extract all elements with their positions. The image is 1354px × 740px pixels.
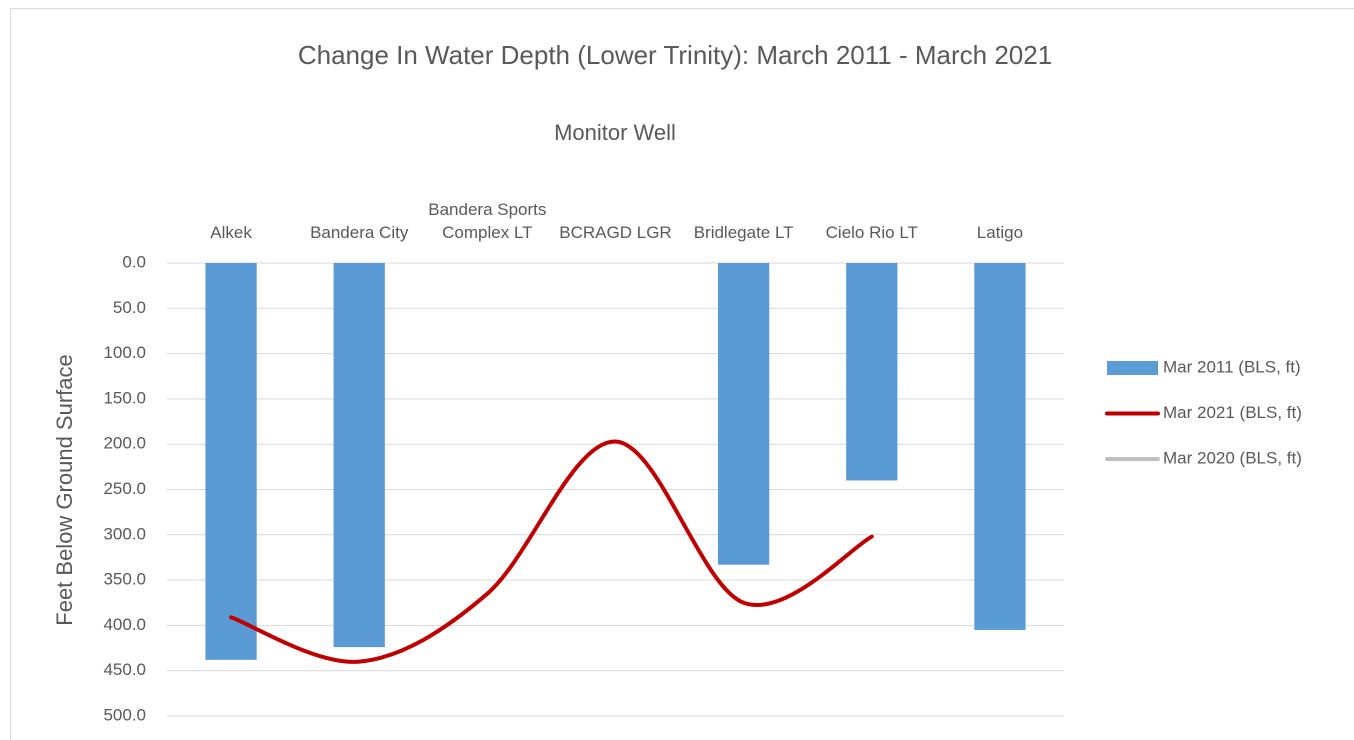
legend-swatch bbox=[1107, 361, 1158, 375]
bar bbox=[333, 263, 385, 648]
y-tick-label: 200.0 bbox=[103, 434, 146, 453]
y-tick-label: 400.0 bbox=[103, 615, 146, 634]
legend-label: Mar 2011 (BLS, ft) bbox=[1163, 357, 1301, 376]
chart-border bbox=[10, 8, 1354, 740]
x-tick-label: Alkek bbox=[210, 223, 252, 242]
x-tick-label: Cielo Rio LT bbox=[825, 223, 918, 242]
y-tick-label: 250.0 bbox=[103, 479, 146, 498]
x-tick-label: Latigo bbox=[976, 223, 1024, 242]
bar bbox=[718, 263, 770, 565]
y-tick-label: 150.0 bbox=[103, 388, 146, 407]
y-tick-label: 50.0 bbox=[113, 298, 146, 317]
chart-title: Change In Water Depth (Lower Trinity): M… bbox=[298, 40, 1052, 70]
x-tick-label: Bridlegate LT bbox=[693, 223, 794, 242]
x-tick-label: BCRAGD LGR bbox=[559, 223, 672, 242]
bar bbox=[974, 263, 1026, 630]
y-tick-label: 500.0 bbox=[103, 705, 146, 724]
y-axis-title: Feet Below Ground Surface bbox=[52, 354, 77, 625]
y-tick-label: 350.0 bbox=[103, 570, 146, 589]
x-tick-label: Bandera Sports Complex LT bbox=[428, 200, 547, 242]
legend-label: Mar 2021 (BLS, ft) bbox=[1163, 403, 1302, 422]
y-tick-label: 0.0 bbox=[122, 252, 146, 271]
line-series bbox=[229, 439, 874, 664]
legend-label: Mar 2020 (BLS, ft) bbox=[1163, 448, 1302, 467]
chart-subtitle: Monitor Well bbox=[554, 120, 676, 145]
x-tick-label: Bandera City bbox=[310, 223, 409, 242]
bar bbox=[205, 263, 257, 660]
y-tick-label: 450.0 bbox=[103, 660, 146, 679]
bar bbox=[846, 263, 898, 481]
y-tick-label: 100.0 bbox=[103, 343, 146, 362]
y-tick-label: 300.0 bbox=[103, 524, 146, 543]
